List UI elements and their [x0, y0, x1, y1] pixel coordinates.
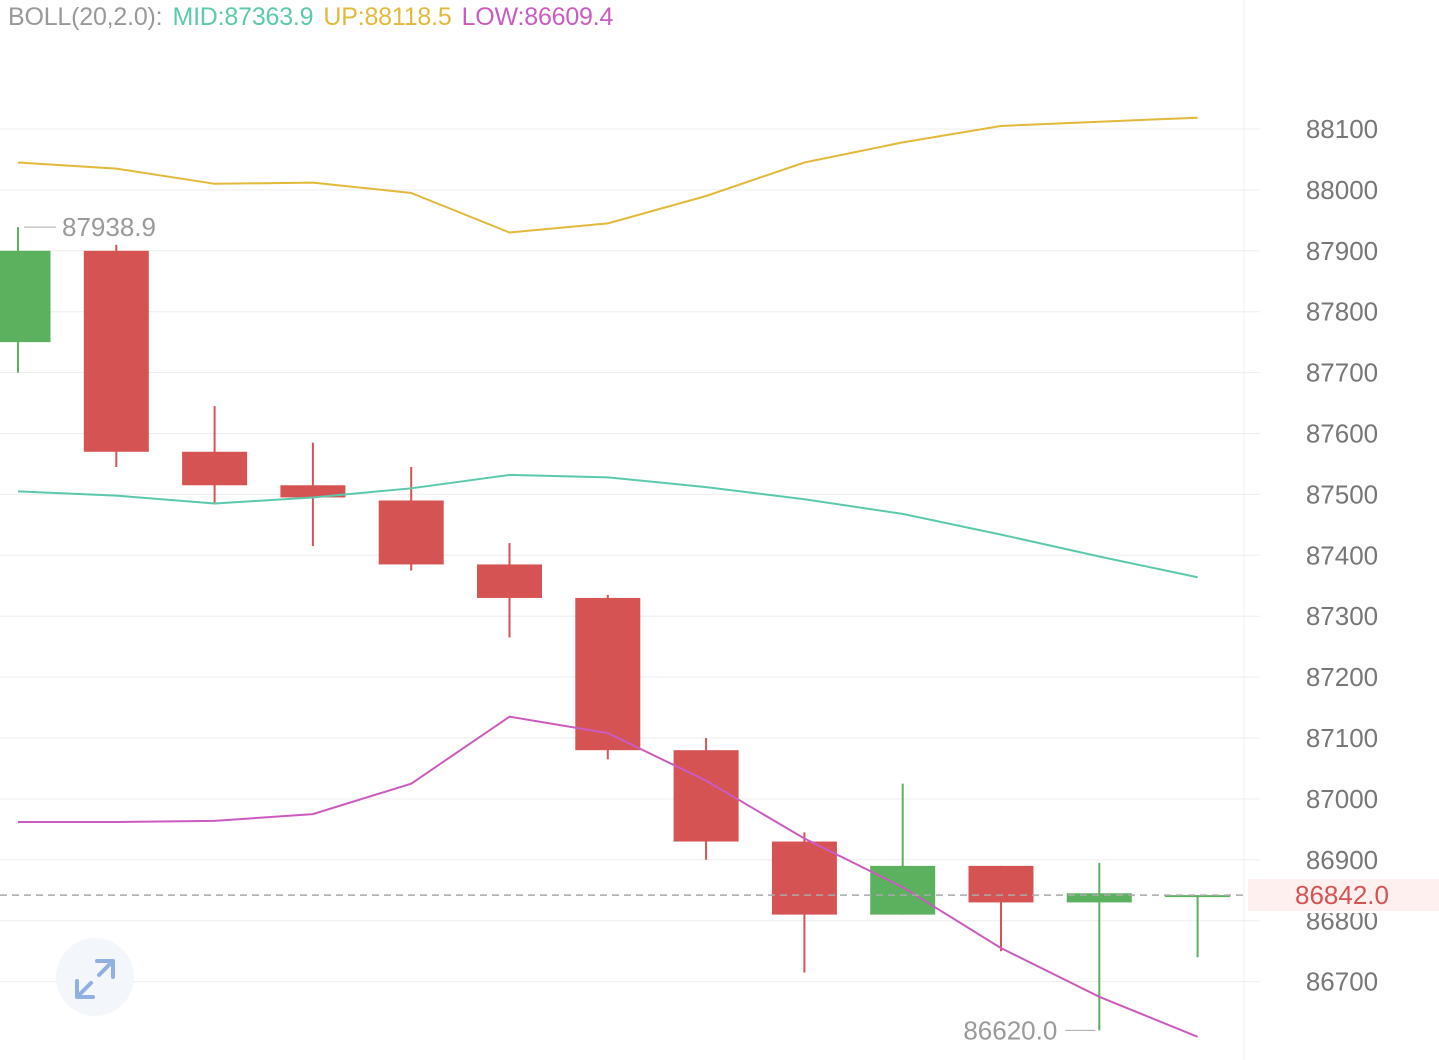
candle-body	[182, 451, 248, 486]
current-price-tag	[1248, 879, 1439, 912]
y-tick-label: 87500	[1306, 479, 1378, 509]
y-tick-label: 87900	[1306, 236, 1378, 266]
y-tick-label: 87100	[1306, 723, 1378, 753]
candle-body	[575, 597, 641, 751]
boll-low-line	[18, 715, 1198, 1038]
boll-up-line	[17, 116, 1198, 234]
boll-mid-line	[17, 473, 1198, 579]
candle-body	[1066, 893, 1132, 903]
y-tick-label: 87200	[1306, 662, 1378, 692]
legend-indicator-name: BOLL(20,2.0):	[8, 3, 163, 31]
legend-low: LOW:86609.4	[461, 3, 614, 31]
y-tick-label: 86900	[1306, 845, 1378, 875]
y-tick-label: 87300	[1306, 601, 1378, 631]
y-tick-label: 87800	[1306, 297, 1378, 327]
y-tick-label: 87400	[1306, 540, 1378, 570]
expand-button[interactable]	[56, 938, 134, 1016]
legend-up: UP:88118.5	[323, 3, 452, 31]
y-tick-label: 87600	[1306, 419, 1378, 449]
candle-body	[771, 841, 837, 915]
candle-body	[1165, 895, 1231, 898]
candle-body	[378, 500, 444, 565]
candle-body	[83, 250, 149, 452]
current-price-label: 86842.0	[1295, 880, 1389, 910]
candle-body	[870, 865, 936, 915]
expand-arrows-icon	[75, 959, 115, 999]
candle-body	[477, 564, 542, 598]
low-price-annotation: 86620.0	[963, 1015, 1057, 1045]
candle-body	[673, 750, 739, 842]
y-tick-label: 88000	[1306, 175, 1378, 205]
y-tick-label: 88100	[1306, 114, 1378, 144]
candle-body	[0, 250, 51, 343]
high-price-annotation: 87938.9	[62, 212, 156, 242]
y-tick-label: 87700	[1306, 358, 1378, 388]
boll-legend: BOLL(20,2.0): MID:87363.9 UP:88118.5 LOW:86…	[8, 0, 623, 34]
y-tick-label: 86700	[1306, 967, 1378, 997]
y-tick-label: 87000	[1306, 784, 1378, 814]
candle-body	[280, 485, 346, 498]
candle-body	[968, 865, 1034, 903]
legend-mid: MID:87363.9	[172, 3, 314, 31]
